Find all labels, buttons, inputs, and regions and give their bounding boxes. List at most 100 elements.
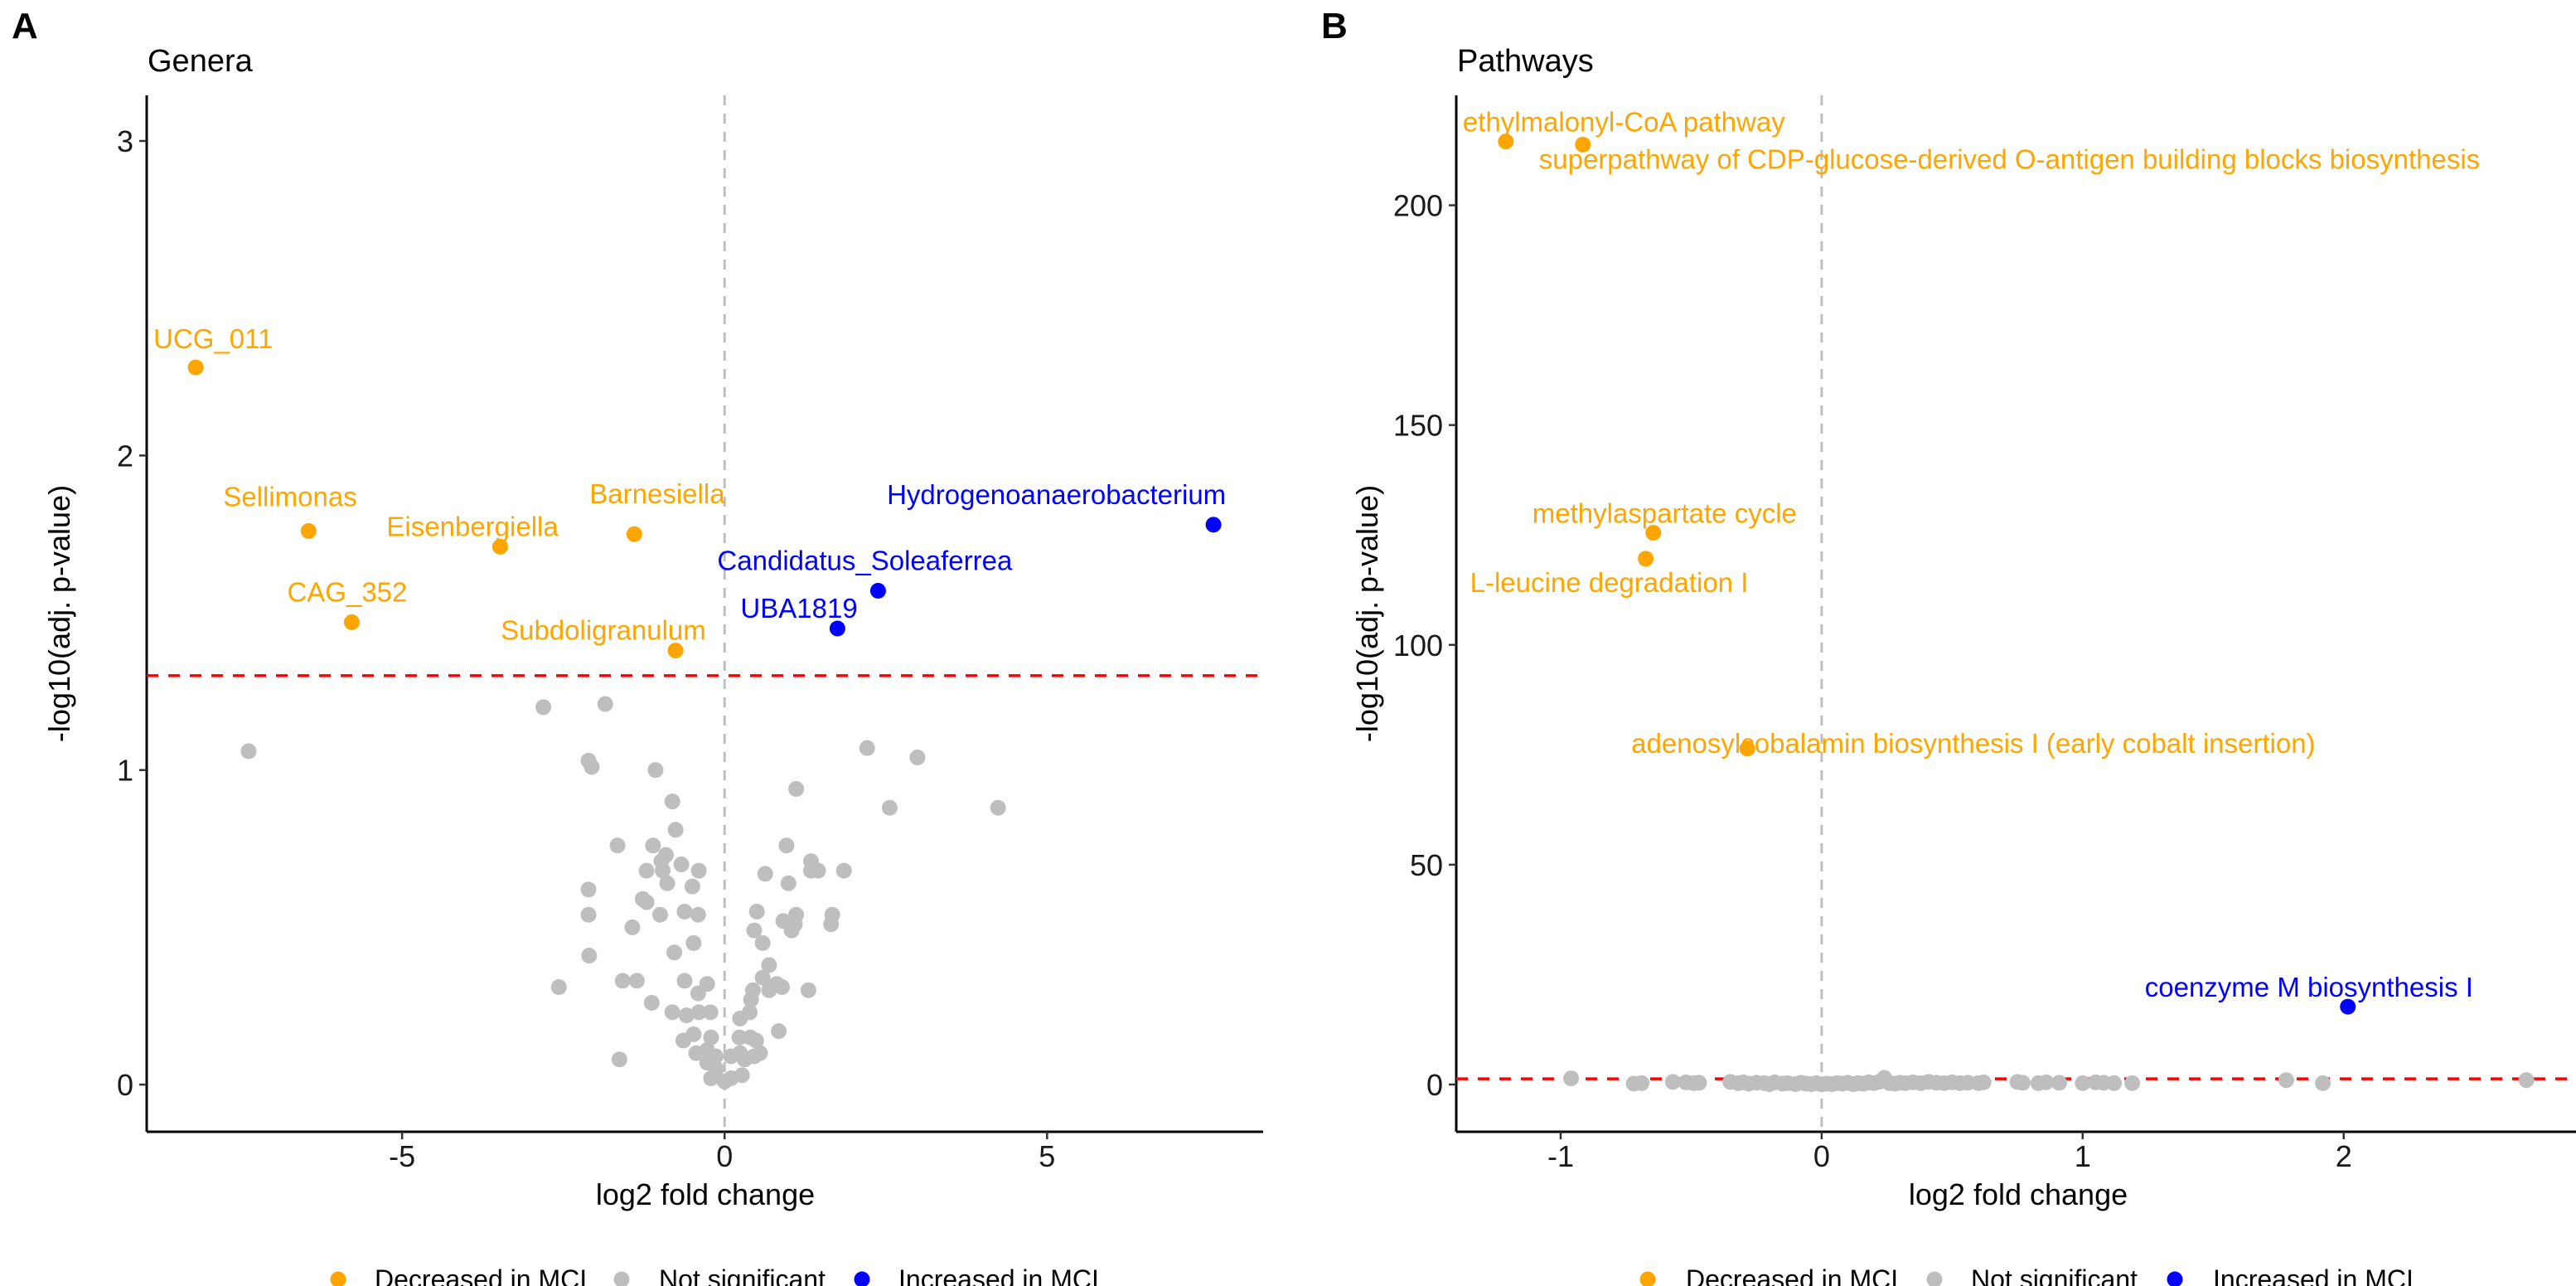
data-point-not-significant (2051, 1075, 2067, 1091)
data-point-not-significant (824, 906, 840, 923)
legend-key-icon (854, 1271, 870, 1286)
data-point-not-significant (609, 837, 626, 854)
panel-b-pathways: B Pathways log2 fold change -log10(adj. … (1321, 6, 2576, 1286)
data-point-label: ethylmalonyl-CoA pathway (1463, 107, 1785, 138)
data-point-not-significant (2278, 1072, 2294, 1089)
data-point-not-significant (690, 985, 706, 1002)
data-point-not-significant (638, 862, 655, 879)
data-point-decreased (626, 526, 642, 542)
x-tick-label: 2 (2336, 1139, 2352, 1173)
data-point-not-significant (1563, 1070, 1580, 1087)
data-point-not-significant (731, 1029, 748, 1046)
x-tick-label: 5 (1039, 1139, 1055, 1173)
data-point-not-significant (748, 1032, 764, 1049)
data-point-not-significant (659, 875, 675, 891)
data-point-not-significant (611, 1051, 627, 1068)
data-point-not-significant (881, 799, 898, 816)
legend-label: Increased in MCI (2213, 1264, 2414, 1286)
data-point-decreased (667, 643, 684, 659)
data-point-label: superpathway of CDP-glucose-derived O-an… (1539, 143, 2480, 174)
data-point-not-significant (742, 1004, 758, 1021)
data-point-decreased (1645, 525, 1662, 541)
data-point-not-significant (1975, 1074, 1992, 1090)
data-point-not-significant (2518, 1072, 2535, 1089)
data-point-label: methylaspartate cycle (1533, 498, 1797, 529)
data-point-label: Candidatus_Soleaferrea (717, 545, 1013, 575)
data-point-not-significant (550, 978, 567, 995)
data-point-not-significant (666, 944, 683, 961)
data-point-not-significant (1691, 1075, 1707, 1091)
y-tick-label: 1 (117, 754, 133, 788)
y-tick-label: 100 (1393, 628, 1443, 662)
data-point-not-significant (771, 1023, 787, 1040)
x-axis-title: log2 fold change (1909, 1177, 2128, 1211)
data-point-not-significant (664, 1004, 680, 1021)
y-axis-title: -log10(adj. p-value) (1350, 485, 1384, 742)
data-point-label: Eisenbergiella (386, 511, 559, 541)
data-point-decreased (300, 522, 317, 539)
data-point-not-significant (2124, 1075, 2141, 1091)
data-point-not-significant (690, 1004, 707, 1021)
data-point-not-significant (597, 696, 613, 712)
data-point-not-significant (690, 906, 706, 923)
y-tick-label: 0 (117, 1068, 133, 1102)
data-point-label: Subdoligranulum (501, 615, 706, 646)
data-point-not-significant (748, 903, 765, 920)
data-point-not-significant (788, 906, 805, 923)
legend-label: Decreased in MCI (1686, 1264, 1898, 1286)
data-point-not-significant (673, 857, 690, 873)
data-point-not-significant (614, 973, 631, 989)
data-point-not-significant (703, 1070, 719, 1087)
y-tick-label: 3 (117, 124, 133, 158)
legend-key-icon (330, 1271, 346, 1286)
y-tick-label: 50 (1410, 848, 1443, 882)
data-point-not-significant (655, 862, 671, 879)
data-point-not-significant (676, 973, 693, 989)
legend-label: Increased in MCI (898, 1264, 1099, 1286)
data-point-not-significant (2014, 1075, 2031, 1091)
data-point-decreased (1575, 136, 1591, 153)
data-point-not-significant (761, 957, 777, 973)
data-point-not-significant (685, 934, 702, 951)
data-point-not-significant (678, 1007, 695, 1024)
data-point-not-significant (800, 982, 816, 998)
data-point-not-significant (643, 994, 660, 1011)
x-axis-title: log2 fold change (596, 1177, 815, 1211)
data-point-not-significant (859, 740, 875, 756)
data-point-not-significant (773, 978, 790, 995)
panel-tag: A (12, 6, 38, 46)
y-tick-label: 200 (1393, 189, 1443, 223)
legend-key-icon (1639, 1271, 1656, 1286)
data-point-not-significant (690, 862, 707, 879)
panel-tag: B (1321, 6, 1348, 46)
data-point-decreased (491, 538, 508, 555)
data-point-increased (869, 582, 886, 599)
x-tick-label: -1 (1547, 1139, 1574, 1173)
data-point-not-significant (580, 881, 597, 898)
data-point-not-significant (676, 903, 693, 920)
data-point-not-significant (702, 1004, 719, 1021)
y-axis-title: -log10(adj. p-value) (42, 485, 76, 742)
data-point-label: UCG_011 (153, 323, 273, 354)
y-tick-label: 150 (1393, 409, 1443, 443)
data-point-not-significant (780, 875, 797, 891)
data-point-not-significant (754, 969, 771, 986)
data-point-label: L-leucine degradation I (1470, 567, 1749, 598)
y-tick-label: 2 (117, 439, 133, 473)
data-point-not-significant (734, 1067, 750, 1084)
data-point-not-significant (624, 919, 641, 935)
data-point-not-significant (746, 922, 763, 939)
data-point-not-significant (628, 973, 645, 989)
data-point-label: Barnesiella (589, 478, 725, 509)
data-point-not-significant (757, 866, 773, 882)
data-point-not-significant (1664, 1074, 1681, 1090)
data-point-not-significant (835, 862, 852, 879)
data-point-label: Sellimonas (223, 481, 356, 512)
data-point-decreased (1498, 133, 1514, 150)
legend-key-icon (1926, 1271, 1943, 1286)
panel-title: Genera (148, 44, 254, 79)
data-point-not-significant (684, 878, 700, 895)
data-point-label: Hydrogenoanaerobacterium (887, 479, 1226, 510)
legend-label: Not significant (1971, 1264, 2138, 1286)
